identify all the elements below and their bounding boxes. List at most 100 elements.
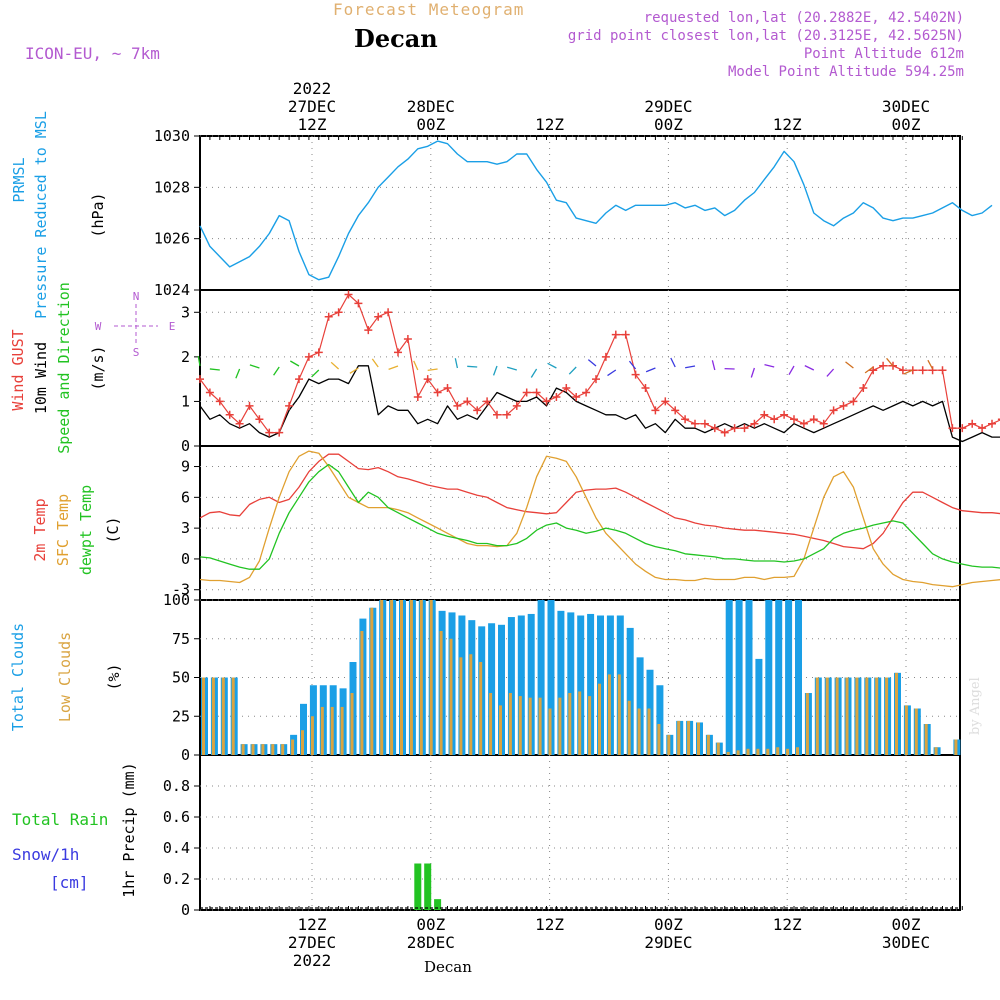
gust-marker (750, 419, 759, 428)
gust-marker (285, 401, 294, 410)
gust-marker (691, 419, 699, 428)
total-cloud-bar (498, 624, 505, 755)
y-tick-label: 0.2 (163, 870, 190, 888)
y-label-c: (C) (104, 516, 122, 543)
gust-marker (552, 392, 561, 401)
gust-marker (245, 401, 254, 410)
low-cloud-bar (221, 677, 225, 755)
low-cloud-bar (786, 748, 790, 755)
low-cloud-bar (499, 705, 502, 755)
bottom-time-label: 00Z (654, 915, 683, 934)
gust-marker (384, 308, 393, 317)
gust-marker (334, 308, 343, 317)
low-cloud-bar (667, 734, 671, 755)
low-cloud-bar (796, 747, 799, 755)
model-label: ICON-EU, ~ 7km (25, 44, 160, 63)
y-label-hpa: (hPa) (89, 192, 107, 237)
gust-marker (364, 326, 373, 335)
y-tick-label: 0 (181, 550, 190, 568)
total-cloud-bar (775, 600, 783, 755)
low-cloud-bar (954, 739, 958, 755)
panel-frame (199, 754, 961, 911)
gust-marker (978, 424, 987, 433)
y-tick-label: 25 (172, 707, 190, 725)
y-label-prmsl: PRMSL (10, 157, 28, 202)
low-cloud-bar (706, 734, 710, 755)
total-cloud-bar (765, 600, 773, 755)
total-cloud-bar (507, 617, 515, 755)
y-tick-label: 0 (181, 746, 190, 764)
gust-marker (394, 348, 402, 357)
top-time-label: 30DEC (882, 97, 930, 116)
total-cloud-bar (537, 600, 545, 755)
gust-marker (661, 397, 670, 406)
gust-marker (572, 392, 581, 401)
gust-marker (562, 384, 571, 393)
top-time-label: 28DEC (407, 97, 455, 116)
low-cloud-bar (865, 677, 869, 755)
low-cloud-bar (390, 600, 394, 755)
gust-marker (790, 415, 798, 424)
gust-marker (641, 384, 650, 393)
low-cloud-bar (508, 693, 512, 755)
gust-marker (215, 397, 224, 406)
top-time-label: 00Z (892, 115, 921, 134)
low-cloud-bar (281, 744, 285, 755)
total-cloud-bar (785, 600, 793, 755)
total-cloud-bar (745, 600, 753, 755)
compass-s: S (133, 346, 140, 359)
low-cloud-bar (895, 672, 898, 755)
top-time-label: 00Z (416, 115, 445, 134)
total-cloud-bar (517, 615, 525, 755)
gust-marker (681, 415, 690, 424)
y-label-pct: (%) (105, 663, 123, 690)
total-cloud-bar (636, 657, 644, 755)
rain-bar (434, 899, 442, 910)
low-cloud-bar (301, 730, 304, 755)
low-cloud-bar (766, 748, 770, 755)
gust-marker (740, 424, 749, 433)
y-label-2m-temp: 2m Temp (31, 498, 49, 561)
total-cloud-bar (527, 613, 535, 755)
y-tick-label: 1 (181, 392, 190, 410)
bottom-time-label: 2022 (293, 951, 332, 970)
low-cloud-bar (469, 654, 473, 755)
low-cloud-bar (380, 600, 384, 755)
y-tick-label: 75 (172, 630, 190, 648)
total-cloud-bar (567, 612, 575, 755)
low-cloud-bar (845, 677, 849, 755)
y-label-ms: (m/s) (89, 345, 107, 390)
gust-marker (631, 370, 640, 379)
wind-direction-arrow (685, 365, 696, 369)
gust-marker (275, 428, 284, 437)
total-cloud-bar (656, 685, 664, 755)
temp-sfc-line (199, 450, 1000, 588)
low-cloud-bar (538, 697, 542, 755)
wind-direction-arrow (273, 366, 280, 376)
gust-marker (443, 384, 452, 393)
gust-marker (730, 424, 739, 433)
wind-direction-arrow (454, 358, 459, 369)
wind-direction-arrow (349, 367, 359, 374)
low-cloud-bar (934, 747, 938, 755)
forecast-title: Forecast Meteogram (333, 0, 525, 19)
gust-marker (304, 352, 313, 361)
low-cloud-bar (924, 724, 928, 755)
top-time-label: 12Z (298, 115, 327, 134)
gust-marker (324, 312, 333, 321)
compass-n: N (133, 290, 140, 303)
low-cloud-bar (835, 677, 839, 755)
low-cloud-bar (400, 600, 403, 755)
rain-bar (424, 863, 432, 910)
low-cloud-bar (627, 700, 631, 755)
gust-marker (235, 419, 244, 428)
wind-direction-arrow (864, 366, 874, 374)
low-cloud-bar (518, 696, 522, 755)
gust-marker (542, 397, 551, 406)
footer-location: Decan (424, 958, 472, 976)
total-cloud-bar (300, 703, 307, 755)
gust-marker (433, 388, 442, 397)
low-cloud-bar (340, 706, 344, 755)
gust-marker (493, 410, 501, 419)
